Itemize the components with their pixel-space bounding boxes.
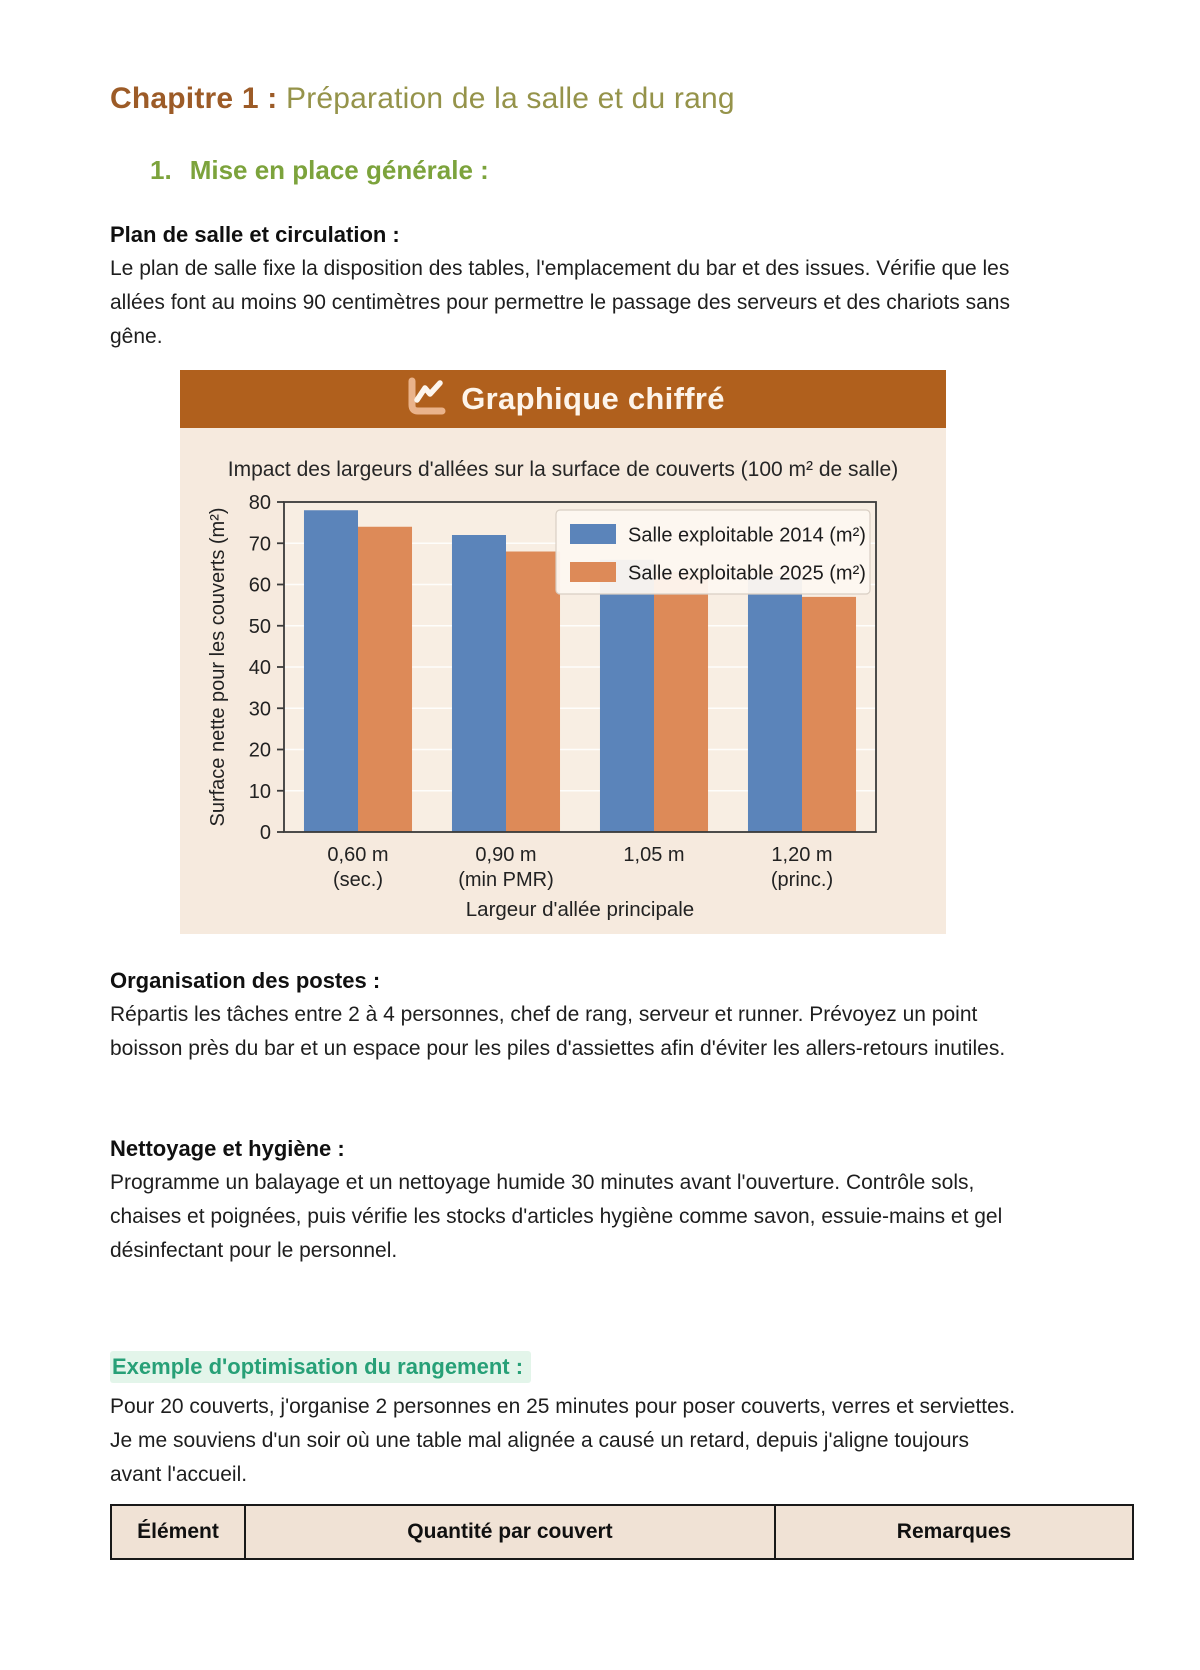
legend-box <box>555 509 871 595</box>
x-tick-label: (sec.) <box>333 869 383 891</box>
chapter-name: Préparation de la salle et du rang <box>285 82 735 115</box>
organisation-heading: Organisation des postes : <box>110 968 381 993</box>
chapter-title: Chapitre 1 : Préparation de la salle et … <box>110 82 735 116</box>
chart-card-title: Graphique chiffré <box>461 381 725 416</box>
bar-series0-group3 <box>747 576 802 832</box>
table-header-quantite: Quantité par couvert <box>244 1504 776 1560</box>
mise-en-place-table: Élément Quantité par couvert Remarques <box>110 1504 1134 1560</box>
table-header-element: Élément <box>110 1504 246 1560</box>
organisation-paragraph: Répartis les tâches entre 2 à 4 personne… <box>110 1003 1006 1060</box>
chapter-number: Chapitre 1 : <box>110 82 278 115</box>
y-tick-label: 10 <box>249 781 271 803</box>
plan-paragraph: Le plan de salle fixe la disposition des… <box>110 257 1010 348</box>
x-tick-label: (min PMR) <box>458 869 554 891</box>
y-tick-label: 30 <box>249 698 271 720</box>
chart-card-banner: Graphique chiffré <box>180 370 946 428</box>
bar-series1-group1 <box>506 551 561 832</box>
nettoyage-heading: Nettoyage et hygiène : <box>110 1136 345 1161</box>
section-title: Mise en place générale : <box>189 155 489 185</box>
plan-heading: Plan de salle et circulation : <box>110 222 400 247</box>
section-heading: 1. Mise en place générale : <box>150 155 489 186</box>
bar-chart: 0 10 20 30 40 50 60 70 80 0,60 m (sec.) 0,90 m (min … <box>207 492 877 921</box>
x-axis-label: Largeur d'allée principale <box>466 898 694 921</box>
exemple-heading: Exemple d'optimisation du rangement : <box>110 1351 532 1383</box>
nettoyage-paragraph: Programme un balayage et un nettoyage hu… <box>110 1171 1003 1262</box>
x-tick-label: 0,90 m <box>475 844 536 866</box>
chart-card: Graphique chiffré Impact des largeurs d'… <box>180 370 946 934</box>
exemple-paragraph: Pour 20 couverts, j'organise 2 personnes… <box>110 1395 1016 1486</box>
legend-swatch-0 <box>570 524 616 544</box>
bar-series0-group2 <box>599 559 654 832</box>
legend-label-1: Salle exploitable 2025 (m²) <box>628 563 866 585</box>
chart-title: Impact des largeurs d'allées sur la surf… <box>227 458 899 481</box>
y-tick-label: 80 <box>249 492 271 514</box>
x-tick-label: 1,05 m <box>623 844 684 866</box>
x-tick-label: (princ.) <box>771 869 833 891</box>
line-chart-icon <box>401 374 447 425</box>
x-tick-label: 1,20 m <box>771 844 832 866</box>
legend-swatch-1 <box>570 562 616 582</box>
table-header-remarques: Remarques <box>774 1504 1134 1560</box>
bar-series0-group0 <box>303 510 358 832</box>
bar-series1-group0 <box>358 526 413 832</box>
y-axis-label: Surface nette pour les couverts (m²) <box>207 507 229 826</box>
legend-label-0: Salle exploitable 2014 (m²) <box>628 525 866 547</box>
section-number: 1. <box>150 155 172 185</box>
exemple-heading-text: Exemple d'optimisation du rangement : <box>110 1351 532 1383</box>
y-tick-label: 20 <box>249 740 271 762</box>
x-tick-label: 0,60 m <box>327 844 388 866</box>
y-tick-label: 0 <box>260 822 271 844</box>
y-tick-label: 50 <box>249 616 271 638</box>
y-tick-label: 60 <box>249 575 271 597</box>
bar-series0-group1 <box>451 535 506 832</box>
bar-series1-group3 <box>802 596 857 832</box>
y-tick-label: 40 <box>249 657 271 679</box>
chart-card-body: Impact des largeurs d'allées sur la surf… <box>180 428 946 934</box>
bar-series1-group2 <box>654 572 709 832</box>
table-header-row: Élément Quantité par couvert Remarques <box>110 1504 1134 1560</box>
y-tick-label: 70 <box>249 533 271 555</box>
